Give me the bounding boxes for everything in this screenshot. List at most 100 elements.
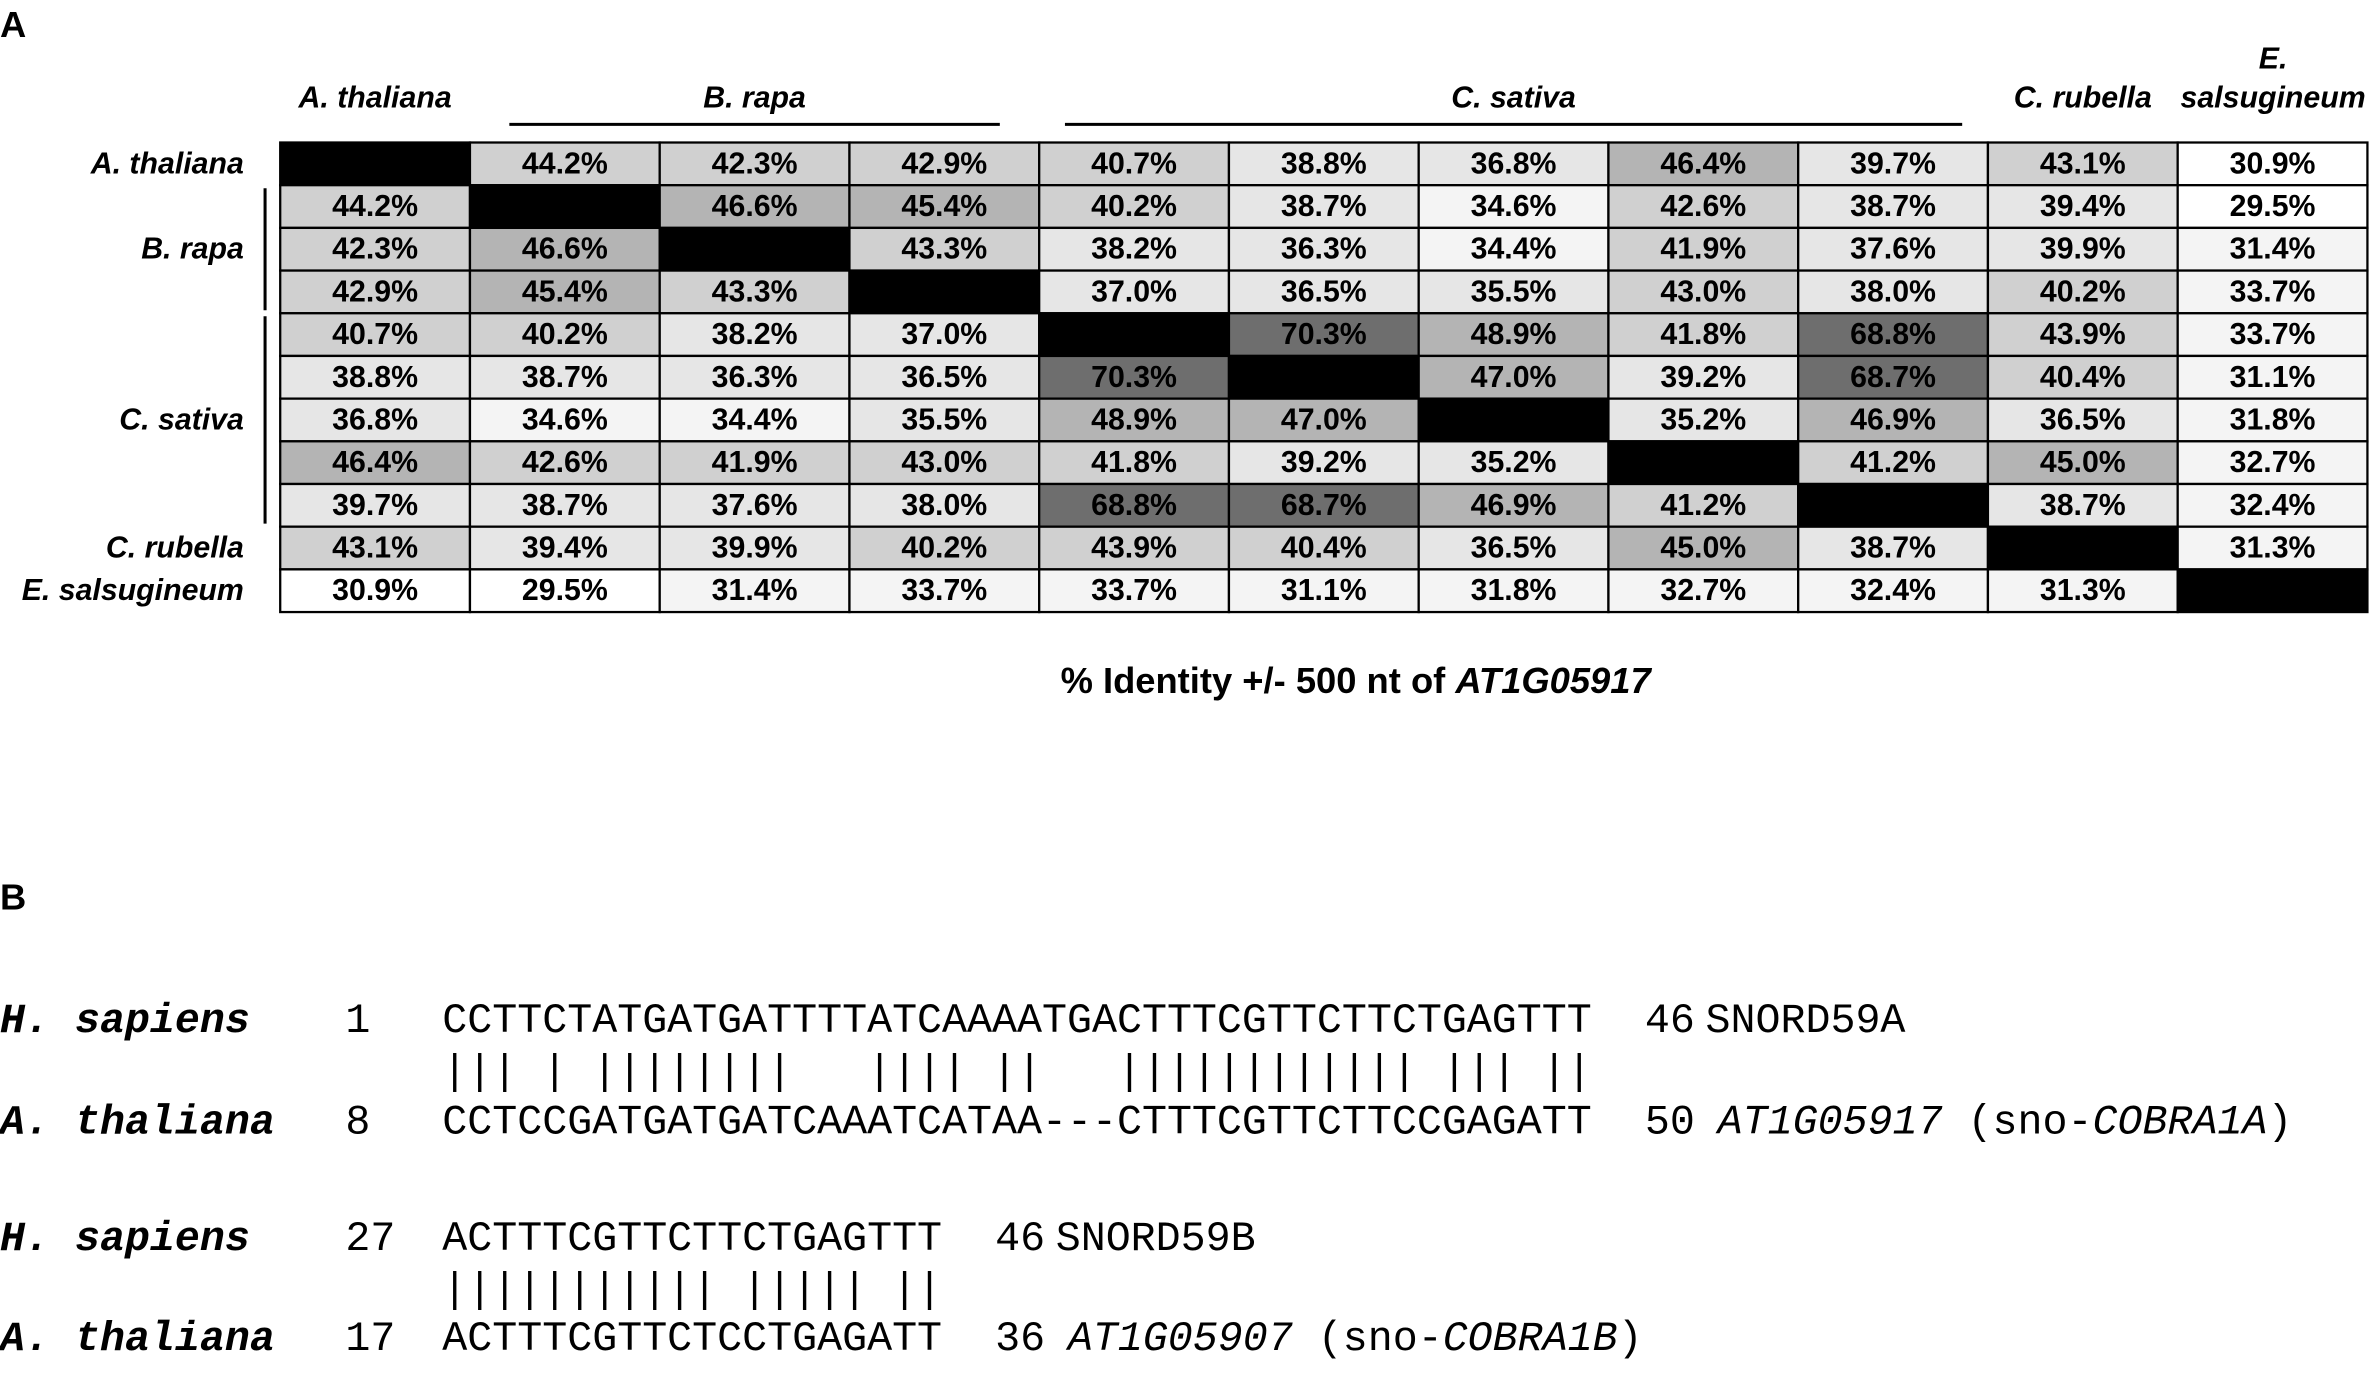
matrix-cell [1986, 440, 2179, 486]
cell-value: 31.3% [2230, 532, 2316, 565]
matrix-cell [1038, 312, 1231, 358]
matrix-cell [658, 184, 851, 230]
cell-value: 39.4% [522, 532, 608, 565]
column-header-box: E. salsugineum [2180, 43, 2365, 116]
cell-value: 70.3% [1091, 361, 1177, 394]
cell-value: 30.9% [2230, 147, 2316, 180]
caption-text: % Identity +/- 500 nt of [1061, 660, 1447, 701]
matrix-cell [1607, 184, 1800, 230]
cell-value: 43.0% [1660, 275, 1746, 308]
matrix-cell [279, 226, 472, 272]
cell-value: 38.2% [712, 318, 798, 351]
cell-value: 41.8% [1091, 446, 1177, 479]
matrix-cell [1607, 482, 1800, 528]
cell-value: 43.3% [901, 233, 987, 266]
cell-value: 33.7% [2230, 275, 2316, 308]
species: H. sapiens [0, 1215, 250, 1263]
matrix-cell [848, 354, 1041, 400]
matrix-cell [1417, 269, 1610, 315]
matrix-cell [1227, 525, 1420, 571]
cell-value: 35.5% [901, 403, 987, 436]
species: A. thaliana [0, 1315, 275, 1363]
cell-value: 39.7% [1850, 147, 1936, 180]
matrix-cell [1417, 354, 1610, 400]
cell-value: 40.4% [2040, 361, 2126, 394]
matrix-cell [2176, 525, 2369, 571]
matrix-cell [468, 568, 661, 614]
cell-value: 43.1% [2040, 147, 2126, 180]
cell-value: 36.5% [2040, 403, 2126, 436]
cell-value: 46.4% [1660, 147, 1746, 180]
cell-value: 32.7% [2230, 446, 2316, 479]
matrix-cell [279, 525, 472, 571]
matrix-cell [1227, 354, 1420, 400]
cell-value: 68.7% [1850, 361, 1936, 394]
start-position: 17 [345, 1315, 395, 1363]
matrix-cell [1417, 482, 1610, 528]
matrix-cell [658, 354, 851, 400]
row-header: A. thaliana [90, 147, 244, 180]
cell-value: 34.6% [1471, 190, 1557, 223]
cell-value: 39.4% [2040, 190, 2126, 223]
cell-value: 45.0% [2040, 446, 2126, 479]
cell-value: 32.4% [2230, 489, 2316, 522]
gene-note: COBRA1B [1443, 1315, 1618, 1363]
cell-value: 32.7% [1660, 574, 1746, 607]
matrix-cell [1607, 269, 1800, 315]
gene-label: AT1G05907 (sno-COBRA1B) [1065, 1315, 1643, 1363]
matrix-cell [1417, 525, 1610, 571]
matrix-cell [2176, 141, 2369, 187]
row-header: C. rubella [106, 532, 244, 565]
end-position: 46 [1645, 997, 1695, 1045]
cell-value: 35.2% [1660, 403, 1746, 436]
cell-value: 48.9% [1471, 318, 1557, 351]
matrix-cell [1038, 440, 1231, 486]
cell-value: 39.7% [332, 489, 418, 522]
cell-value: 45.4% [901, 190, 987, 223]
cell-value: 37.0% [1091, 275, 1177, 308]
cell-value: 33.7% [901, 574, 987, 607]
cell-value: 43.9% [1091, 532, 1177, 565]
matrix-cell [2176, 482, 2369, 528]
cell-value: 40.2% [1091, 190, 1177, 223]
cell-value: 36.8% [332, 403, 418, 436]
cell-value: 48.9% [1091, 403, 1177, 436]
gene-note: (sno- [1968, 1098, 2093, 1146]
cell-value: 41.9% [1660, 233, 1746, 266]
matrix-cell [1797, 397, 1990, 443]
cell-value: 41.2% [1850, 446, 1936, 479]
column-header: B. rapa [703, 81, 806, 116]
cell-value: 37.0% [901, 318, 987, 351]
species: H. sapiens [0, 997, 250, 1045]
matrix-cell [1797, 312, 1990, 358]
matrix-cell [468, 184, 661, 230]
matrix-cell [1417, 397, 1610, 443]
panel-label: B [0, 876, 26, 917]
cell-value: 31.3% [2040, 574, 2126, 607]
cell-value: 42.6% [1660, 190, 1746, 223]
matrix-cell [468, 440, 661, 486]
cell-value: 38.7% [522, 361, 608, 394]
matrix-cell [1607, 440, 1800, 486]
matrix-cell [658, 141, 851, 187]
matrix-cell [1986, 312, 2179, 358]
cell-value: 31.4% [2230, 233, 2316, 266]
cell-value: 32.4% [1850, 574, 1936, 607]
matrix-cell [1986, 482, 2179, 528]
cell-value: 44.2% [332, 190, 418, 223]
matrix-cell [1986, 525, 2179, 571]
cell-value: 46.6% [712, 190, 798, 223]
cell-value: 36.3% [1281, 233, 1367, 266]
sequence: ACTTTCGTTCTTCTGAGTTT [442, 1215, 942, 1263]
cell-value: 36.3% [712, 361, 798, 394]
cell-value: 41.9% [712, 446, 798, 479]
matrix-cell [1038, 184, 1231, 230]
cell-value: 40.2% [522, 318, 608, 351]
matrix-cell [1227, 397, 1420, 443]
cell-value: 38.7% [2040, 489, 2126, 522]
cell-value: 43.0% [901, 446, 987, 479]
cell-value: 40.2% [2040, 275, 2126, 308]
cell-value: 68.8% [1850, 318, 1936, 351]
cell-value: 43.1% [332, 532, 418, 565]
panel-label: A [0, 4, 26, 45]
